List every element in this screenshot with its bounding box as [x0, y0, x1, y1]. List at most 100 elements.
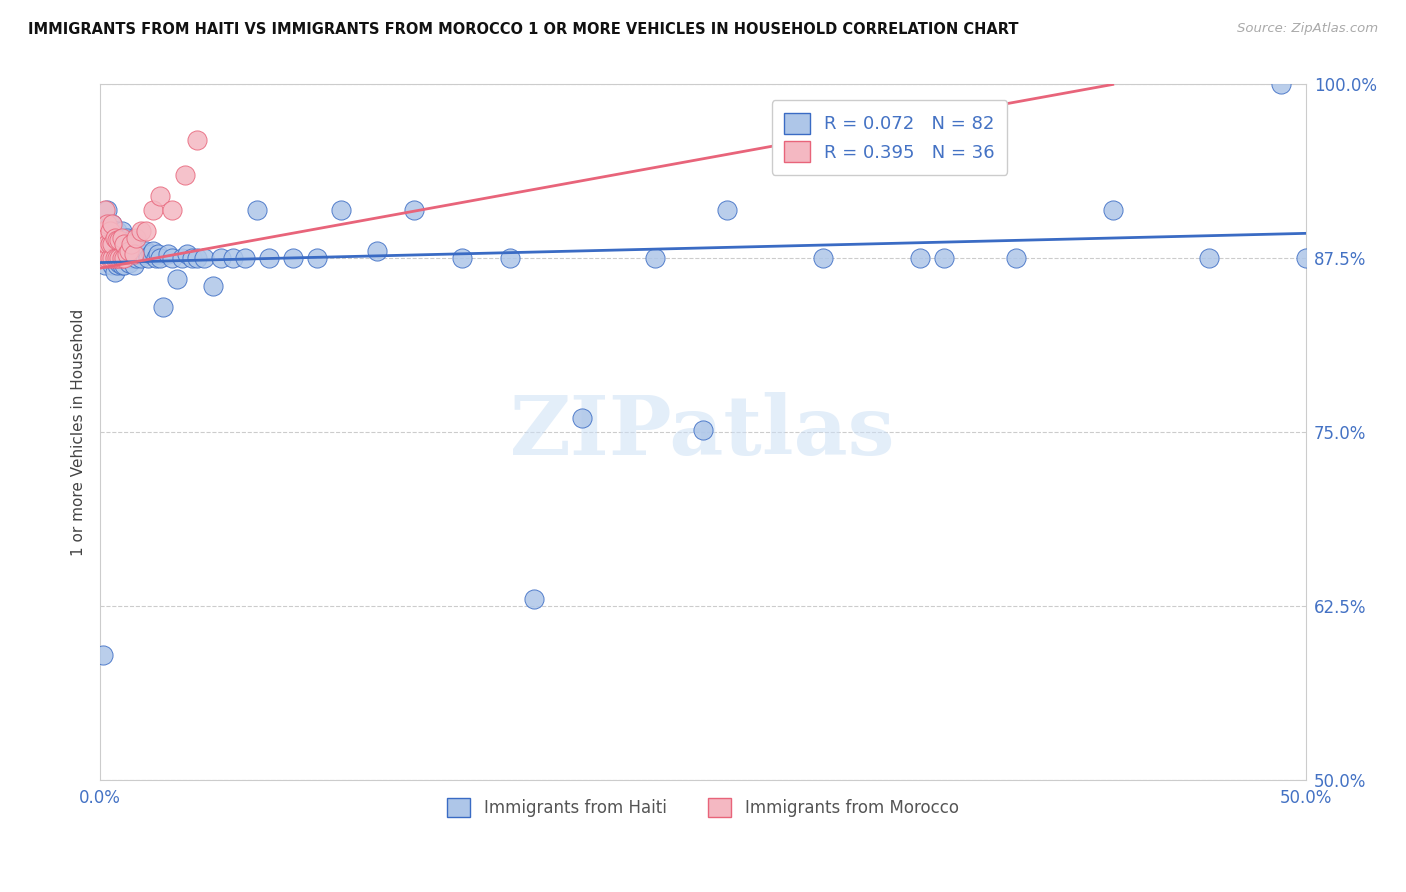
Point [1270, 78, 1292, 92]
Point [692, 423, 714, 437]
Point [121, 237, 143, 252]
Point [186, 133, 208, 147]
Point [101, 252, 124, 266]
Point [108, 233, 131, 247]
Point [125, 237, 148, 252]
Point [135, 223, 157, 237]
Point [209, 252, 232, 266]
Point [118, 244, 141, 259]
Point [176, 247, 198, 261]
Point [152, 300, 174, 314]
Point [112, 233, 135, 247]
Point [111, 230, 134, 244]
Point [129, 252, 152, 266]
Point [101, 237, 124, 252]
Point [499, 252, 522, 266]
Point [94, 247, 117, 261]
Point [101, 217, 124, 231]
Point [162, 252, 184, 266]
Point [105, 252, 128, 266]
Point [121, 252, 143, 266]
Point [111, 247, 134, 261]
Point [1198, 252, 1220, 266]
Point [101, 247, 124, 261]
Point [105, 233, 128, 247]
Point [96, 223, 118, 237]
Point [1005, 252, 1028, 266]
Point [94, 258, 117, 272]
Legend: Immigrants from Haiti, Immigrants from Morocco: Immigrants from Haiti, Immigrants from M… [440, 791, 966, 824]
Point [94, 202, 117, 217]
Point [118, 244, 141, 259]
Point [98, 237, 121, 252]
Point [96, 244, 118, 259]
Point [716, 202, 738, 217]
Point [135, 244, 157, 259]
Point [101, 217, 124, 231]
Point [108, 252, 131, 266]
Point [246, 202, 269, 217]
Point [142, 202, 165, 217]
Point [98, 252, 121, 266]
Point [112, 252, 135, 266]
Point [108, 255, 131, 269]
Point [111, 258, 134, 272]
Point [142, 244, 165, 259]
Point [96, 217, 118, 231]
Point [96, 202, 118, 217]
Point [115, 247, 138, 261]
Point [111, 252, 134, 266]
Point [257, 252, 280, 266]
Point [186, 252, 208, 266]
Point [91, 223, 114, 237]
Point [111, 223, 134, 237]
Point [202, 279, 225, 293]
Point [115, 230, 138, 244]
Point [180, 252, 202, 266]
Point [523, 592, 546, 607]
Point [104, 230, 127, 244]
Point [166, 272, 188, 286]
Point [94, 244, 117, 259]
Point [98, 223, 121, 237]
Point [146, 247, 169, 261]
Point [129, 223, 152, 237]
Point [307, 252, 329, 266]
Point [115, 252, 138, 266]
Point [1295, 252, 1317, 266]
Point [172, 252, 194, 266]
Point [104, 223, 127, 237]
Point [125, 252, 148, 266]
Point [104, 244, 127, 259]
Point [105, 244, 128, 259]
Point [122, 247, 145, 261]
Point [149, 188, 172, 202]
Point [571, 411, 593, 425]
Point [112, 247, 135, 261]
Point [108, 237, 131, 252]
Point [118, 255, 141, 269]
Point [98, 217, 121, 231]
Point [281, 252, 304, 266]
Point [813, 252, 835, 266]
Point [98, 252, 121, 266]
Point [122, 258, 145, 272]
Y-axis label: 1 or more Vehicles in Household: 1 or more Vehicles in Household [72, 309, 86, 556]
Point [156, 247, 179, 261]
Point [402, 202, 425, 217]
Point [125, 230, 148, 244]
Point [121, 233, 143, 247]
Point [101, 230, 124, 244]
Point [91, 648, 114, 662]
Point [138, 252, 160, 266]
Point [193, 252, 215, 266]
Point [94, 223, 117, 237]
Point [1101, 202, 1123, 217]
Point [149, 252, 172, 266]
Point [644, 252, 666, 266]
Point [105, 223, 128, 237]
Point [104, 252, 127, 266]
Point [173, 168, 195, 182]
Point [330, 202, 353, 217]
Point [98, 237, 121, 252]
